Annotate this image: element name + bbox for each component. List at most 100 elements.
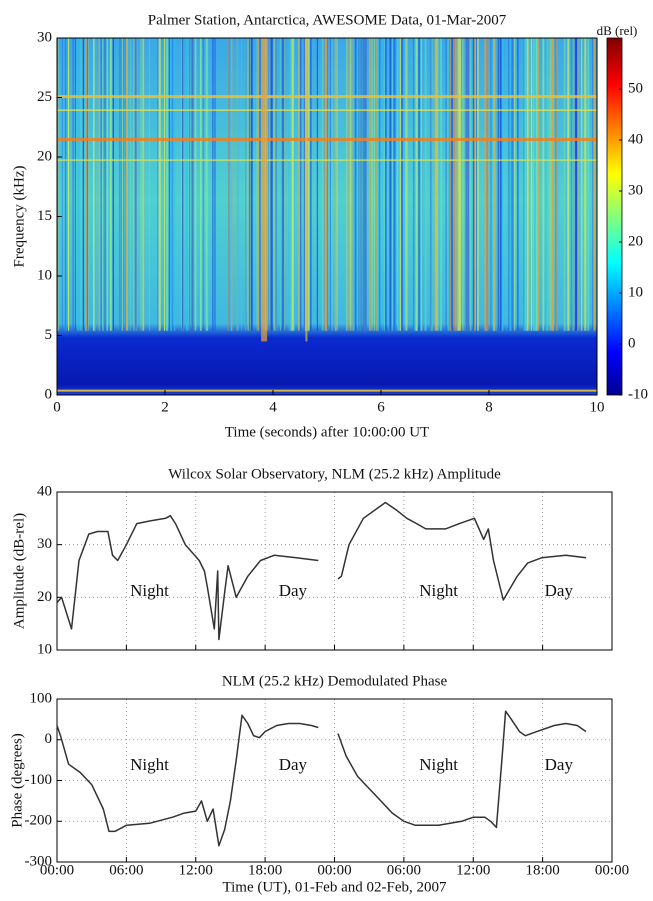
annotation: Day (545, 755, 574, 774)
texture (456, 38, 459, 331)
texture (424, 38, 426, 331)
texture (142, 38, 145, 331)
texture (450, 38, 453, 331)
texture (549, 38, 552, 331)
y-tick-label: -200 (25, 813, 53, 829)
texture (506, 38, 508, 331)
texture (363, 38, 366, 331)
x-tick-label: 06:00 (387, 862, 421, 878)
texture (245, 38, 247, 331)
texture (486, 38, 487, 331)
x-tick-label: 06:00 (109, 862, 143, 878)
texture (486, 38, 489, 331)
texture (192, 38, 194, 331)
texture (572, 38, 575, 331)
colorbar-tick-label: 10 (628, 284, 643, 300)
texture (127, 38, 130, 331)
texture (472, 38, 475, 331)
texture (257, 38, 260, 331)
texture (321, 38, 324, 331)
axes-frame (56, 491, 613, 651)
texture (322, 38, 325, 331)
x-tick-label: 00:00 (595, 862, 629, 878)
texture (404, 38, 406, 331)
texture (273, 38, 276, 331)
texture (584, 38, 587, 331)
texture (376, 38, 378, 331)
texture (104, 38, 107, 331)
texture (576, 38, 579, 331)
texture (563, 38, 566, 331)
texture (458, 38, 460, 331)
texture (74, 38, 76, 331)
texture (329, 38, 331, 331)
texture (495, 38, 497, 331)
x-tick-label: 2 (161, 399, 169, 415)
texture (298, 38, 300, 331)
annotation: Night (419, 581, 458, 600)
texture (424, 38, 427, 331)
texture (575, 38, 578, 331)
texture (125, 38, 128, 331)
texture (447, 38, 450, 331)
annotation: Day (279, 581, 308, 600)
x-axis-label: Time (UT), 01-Feb and 02-Feb, 2007 (222, 879, 447, 895)
texture (382, 38, 383, 331)
texture (166, 38, 167, 331)
x-tick-label: 12:00 (456, 862, 490, 878)
texture (275, 38, 278, 331)
texture (276, 38, 278, 331)
texture (438, 38, 439, 331)
texture (572, 38, 573, 331)
texture (110, 38, 113, 331)
texture (163, 38, 165, 331)
texture (283, 38, 285, 331)
texture (547, 38, 549, 331)
annotation: Night (130, 581, 169, 600)
texture (267, 38, 269, 331)
y-tick-label: -300 (25, 853, 53, 869)
texture (593, 38, 596, 331)
colorbar-tick-label: 20 (628, 233, 643, 249)
texture (439, 38, 442, 331)
y-tick-label: 30 (37, 536, 52, 552)
texture (347, 38, 349, 331)
texture (557, 38, 559, 331)
texture (458, 38, 462, 331)
texture-band (57, 137, 597, 141)
texture (465, 38, 468, 331)
y-axis-label: Frequency (kHz) (11, 165, 27, 267)
texture (528, 38, 530, 331)
texture (112, 38, 114, 331)
texture (100, 38, 102, 331)
texture-band (57, 389, 597, 392)
texture (400, 38, 401, 331)
texture (383, 38, 386, 331)
texture (130, 38, 131, 331)
y-tick-label: 5 (45, 327, 53, 343)
colorbar-tick-label: -10 (628, 386, 648, 402)
chart-title: Palmer Station, Antarctica, AWESOME Data… (148, 12, 507, 28)
texture (247, 38, 250, 331)
texture (390, 38, 393, 331)
texture (453, 38, 456, 331)
texture (102, 38, 105, 331)
x-tick-label: 6 (377, 399, 385, 415)
texture (98, 38, 99, 331)
texture (568, 38, 571, 331)
texture (259, 38, 261, 331)
y-tick-label: 40 (37, 483, 52, 499)
texture (493, 38, 496, 331)
colorbar-tick-label: 50 (628, 80, 643, 96)
texture (354, 38, 357, 331)
texture (389, 38, 392, 331)
texture (76, 38, 79, 331)
x-tick-label: 8 (485, 399, 493, 415)
texture (536, 38, 537, 331)
texture (309, 38, 312, 331)
y-tick-label: 100 (30, 690, 53, 706)
texture (491, 38, 493, 331)
chart-title: Wilcox Solar Observatory, NLM (25.2 kHz)… (168, 466, 501, 482)
texture (399, 38, 401, 331)
